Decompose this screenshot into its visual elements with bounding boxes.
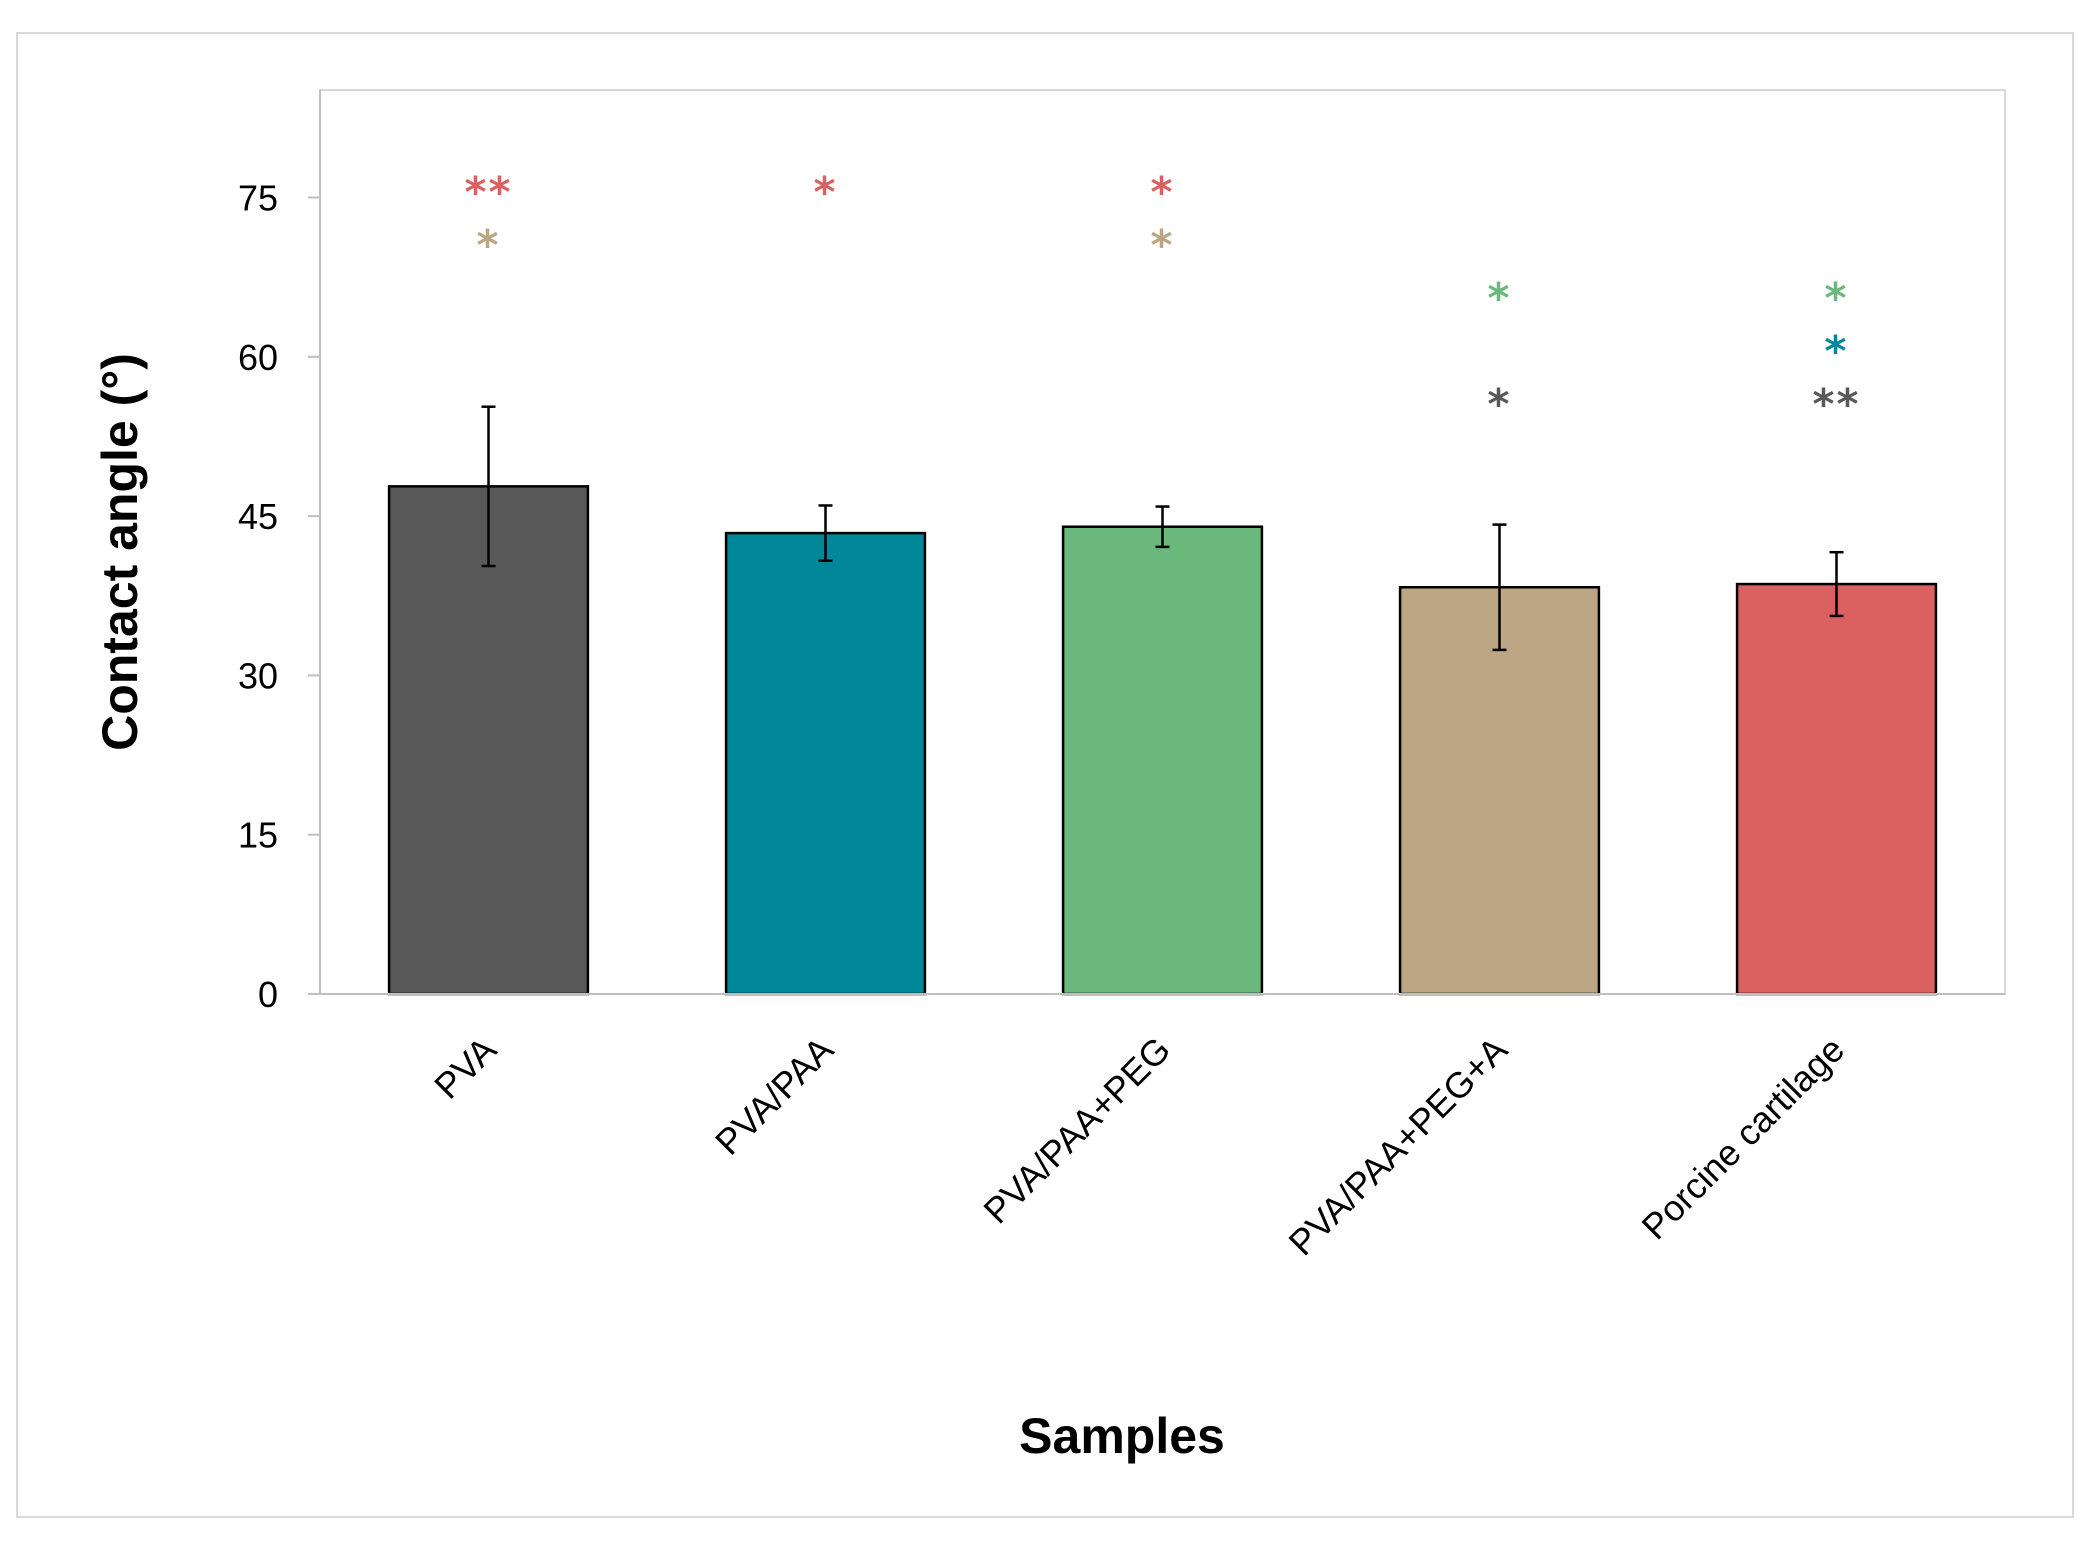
bars — [387, 485, 1938, 996]
x-tick-label: PVA/PAA — [707, 1029, 841, 1163]
significance-markers: **** ******** — [465, 167, 1861, 429]
x-tick-label: PVA — [426, 1029, 504, 1107]
significance-asterisk: * — [1151, 167, 1175, 216]
bar — [1735, 582, 1938, 996]
y-axis-ticks: 0 15 30 45 60 75 — [238, 178, 320, 1015]
chart-frame — [16, 32, 2074, 1518]
bar — [724, 531, 927, 996]
significance-asterisk: * — [1488, 380, 1512, 429]
x-tick-label: Porcine cartilage — [1634, 1029, 1853, 1248]
significance-asterisk: ** — [465, 167, 513, 216]
x-axis-title: Samples — [1019, 1408, 1225, 1464]
y-tick-label: 45 — [238, 496, 278, 537]
y-tick-label: 15 — [238, 815, 278, 856]
significance-asterisk: * — [814, 167, 838, 216]
x-tick-label: PVA/PAA+PEG+A — [1281, 1029, 1516, 1264]
significance-asterisk: * — [1151, 220, 1175, 269]
bar — [1061, 525, 1264, 996]
significance-asterisk: * — [1488, 273, 1512, 322]
x-axis-labels: PVA PVA/PAA PVA/PAA+PEG PVA/PAA+PEG+A Porcin… — [426, 1029, 1852, 1264]
significance-asterisk: ** — [1813, 380, 1861, 429]
bar — [1398, 586, 1601, 996]
significance-asterisk: * — [1825, 327, 1849, 376]
error-bars — [481, 405, 1844, 652]
x-tick-label: PVA/PAA+PEG — [975, 1029, 1178, 1232]
significance-asterisk: * — [477, 220, 501, 269]
y-axis-title: Contact angle (°) — [92, 353, 148, 751]
y-tick-label: 30 — [238, 655, 278, 696]
y-tick-label: 75 — [238, 178, 278, 219]
bar — [387, 485, 590, 996]
y-tick-label: 60 — [238, 337, 278, 378]
y-tick-label: 0 — [258, 974, 278, 1015]
significance-asterisk: * — [1825, 273, 1849, 322]
